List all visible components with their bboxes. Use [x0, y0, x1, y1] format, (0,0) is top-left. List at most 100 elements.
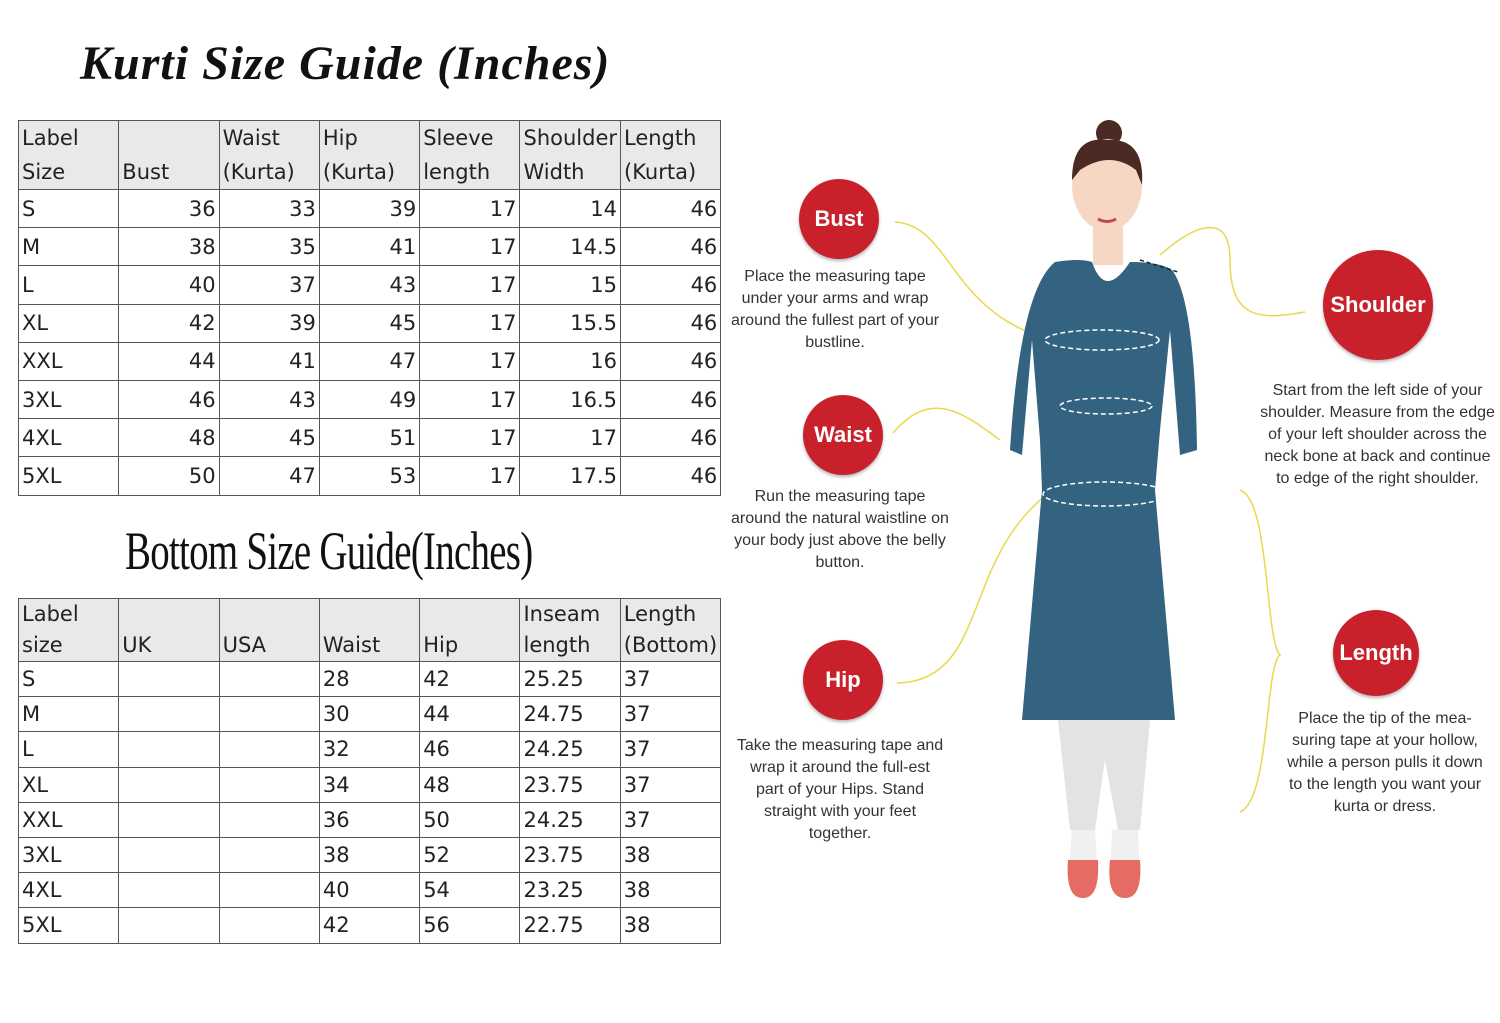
table-cell: 38 [619, 836, 722, 874]
table-cell: 46 [419, 731, 521, 768]
table-cell: M [17, 696, 120, 733]
table-cell: 24.25 [519, 801, 621, 838]
waist-instructions: Run the measuring tape around the natura… [731, 488, 949, 571]
table-cell: 15 [519, 265, 621, 305]
table-cell: 36 [118, 188, 220, 229]
table-cell: 46 [619, 227, 722, 267]
table-cell: 44 [118, 341, 220, 381]
column-header: Waist [318, 598, 421, 662]
table-cell: 32 [318, 731, 421, 768]
waist-badge: Waist [803, 395, 883, 475]
table-cell: 28 [318, 660, 421, 698]
length-badge: Length [1333, 610, 1419, 696]
table-cell: 43 [218, 379, 320, 420]
table-cell [118, 801, 220, 838]
table-cell: 17.5 [519, 456, 621, 496]
table-cell: 24.75 [519, 696, 621, 733]
table-cell: 5XL [17, 907, 120, 944]
table-cell: 15.5 [519, 303, 621, 343]
table-row: 4XL 48 45 51 17 17 46 [17, 418, 722, 458]
table-cell: 50 [419, 801, 521, 838]
table-cell: 51 [318, 418, 421, 458]
table-cell: 22.75 [519, 907, 621, 944]
column-header: Length (Kurta) [619, 120, 722, 190]
table-cell: 50 [118, 456, 220, 496]
table-row: 5XL 42 56 22.75 38 [17, 907, 722, 944]
table-cell: 49 [318, 379, 421, 420]
table-cell: S [17, 660, 120, 698]
column-header: Sleeve length [419, 120, 521, 190]
kurti-size-table: Label Size Bust Waist (Kurta) Hip (Kurta) Sl… [17, 120, 722, 496]
bottom-size-table: Label size UK USA Waist Hip Inseam length Leng… [17, 598, 722, 944]
table-cell: 34 [318, 766, 421, 803]
table-cell: 5XL [17, 456, 120, 496]
table-cell: 38 [619, 872, 722, 909]
shoulder-instructions: Start from the left side of your shoulde… [1260, 382, 1495, 487]
table-cell: 53 [318, 456, 421, 496]
bottom-size-guide-title: Bottom Size Guide(Inches) [125, 521, 533, 581]
table-cell: 33 [218, 188, 320, 229]
kurti-size-guide-title: Kurti Size Guide (Inches) [80, 37, 611, 90]
table-row: XXL 44 41 47 17 16 46 [17, 341, 722, 381]
table-cell: 36 [318, 801, 421, 838]
table-row: M 38 35 41 17 14.5 46 [17, 227, 722, 267]
table-cell: 23.75 [519, 836, 621, 874]
table-row: 5XL 50 47 53 17 17.5 46 [17, 456, 722, 496]
table-cell: 17 [419, 188, 521, 229]
column-header: Hip [419, 598, 521, 662]
shoulder-badge: Shoulder [1323, 250, 1433, 360]
table-cell: M [17, 227, 120, 267]
length-instructions: Place the tip of the mea-suring tape at … [1287, 710, 1483, 815]
table-cell: 41 [218, 341, 320, 381]
column-header: Label Size [17, 120, 120, 190]
table-cell: 37 [619, 696, 722, 733]
table-cell [218, 660, 320, 698]
column-header: Length (Bottom) [619, 598, 722, 662]
bust-instructions: Place the measuring tape under your arms… [730, 268, 940, 351]
table-row: L 32 46 24.25 37 [17, 731, 722, 768]
column-header: Label size [17, 598, 120, 662]
table-cell: 37 [619, 766, 722, 803]
table-cell: 38 [318, 836, 421, 874]
table-row: 3XL 46 43 49 17 16.5 46 [17, 379, 722, 420]
table-cell: XXL [17, 341, 120, 381]
table-cell: 17 [419, 265, 521, 305]
table-row: S 28 42 25.25 37 [17, 660, 722, 698]
column-header: Bust [118, 120, 220, 190]
table-cell: 3XL [17, 379, 120, 420]
table-cell: 47 [318, 341, 421, 381]
hip-badge: Hip [803, 640, 883, 720]
table-cell: 42 [318, 907, 421, 944]
table-cell: 17 [419, 341, 521, 381]
table-cell: 45 [218, 418, 320, 458]
table-cell [118, 731, 220, 768]
table-cell: 35 [218, 227, 320, 267]
table-row: S 36 33 39 17 14 46 [17, 188, 722, 229]
table-cell: 17 [419, 227, 521, 267]
table-cell: 46 [619, 188, 722, 229]
table-cell: 46 [619, 456, 722, 496]
table-cell [118, 660, 220, 698]
table-cell: 46 [619, 341, 722, 381]
table-row: M 30 44 24.75 37 [17, 696, 722, 733]
table-cell: 17 [519, 418, 621, 458]
table-cell: 41 [318, 227, 421, 267]
table-cell [218, 766, 320, 803]
table-cell: L [17, 265, 120, 305]
table-cell: 3XL [17, 836, 120, 874]
table-cell: 37 [218, 265, 320, 305]
table-cell: 46 [619, 265, 722, 305]
column-header: Shoulder Width [519, 120, 621, 190]
table-cell: 38 [118, 227, 220, 267]
table-cell: S [17, 188, 120, 229]
table-row: 4XL 40 54 23.25 38 [17, 872, 722, 909]
table-cell [118, 696, 220, 733]
table-cell: XL [17, 303, 120, 343]
table-cell: 39 [318, 188, 421, 229]
hip-instructions: Take the measuring tape and wrap it arou… [736, 737, 944, 842]
table-cell: 45 [318, 303, 421, 343]
table-cell: 17 [419, 379, 521, 420]
table-cell: 17 [419, 456, 521, 496]
bust-badge: Bust [799, 179, 879, 259]
